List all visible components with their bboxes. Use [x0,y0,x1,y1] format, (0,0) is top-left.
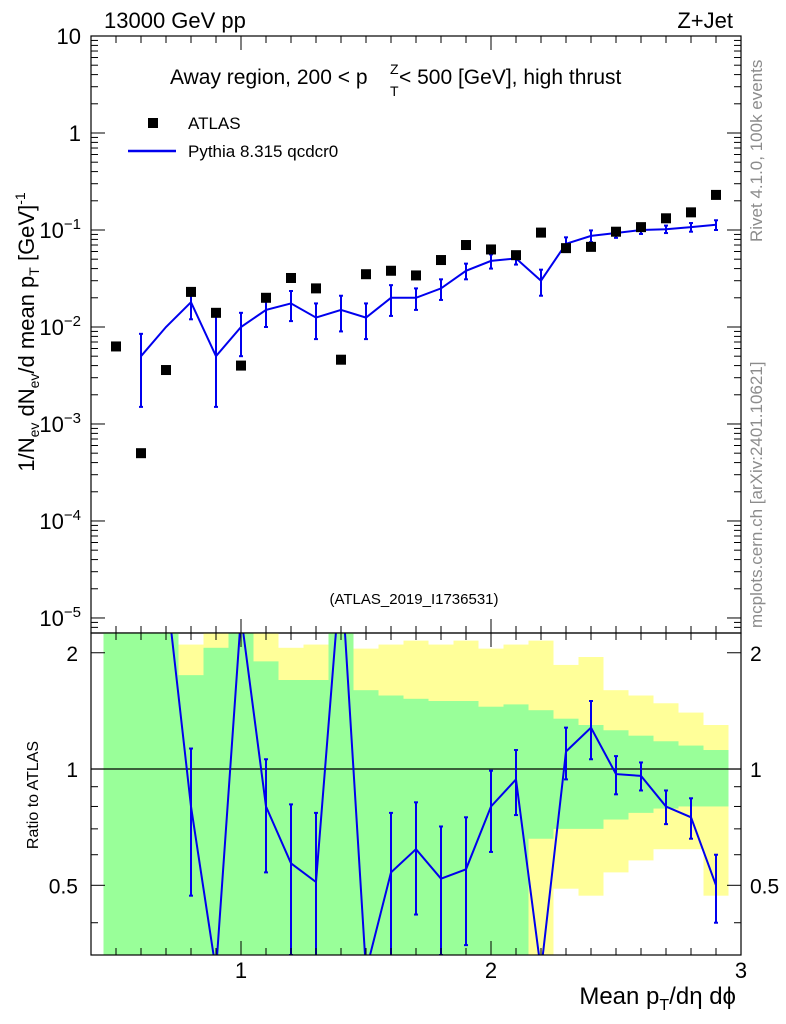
main-series-group [111,189,721,459]
atlas-point [511,250,521,261]
atlas-point [136,448,146,459]
side-label-mcplots: mcplots.cern.ch [arXiv:2401.10621] [747,362,766,628]
legend-label-atlas: ATLAS [188,114,241,133]
band-inner-bin [103,633,129,955]
ratio-ytick-label-left: 0.5 [49,875,78,898]
atlas-point [611,226,621,237]
atlas-point [461,240,471,251]
xtick-label: 2 [485,958,497,983]
band-inner-bin [153,633,179,955]
main-ytick-label-exp: −3 [64,410,81,427]
atlas-point [261,292,271,303]
main-ytick-label: 10−4 [39,507,81,534]
header-left: 13000 GeV pp [104,8,246,33]
title-part-1: Away region, 200 < p [170,66,368,89]
main-ytick-label-base: 10 [39,315,63,340]
atlas-point [411,270,421,281]
band-inner-bin [503,704,529,955]
ratio-ytick-label-right: 1 [750,759,762,782]
legend-label-pythia: Pythia 8.315 qcdcr0 [188,142,338,161]
xtick-label: 1 [235,958,247,983]
atlas-point [236,360,246,371]
atlas-point [636,222,646,233]
main-ytick-label-exp: −1 [64,216,81,233]
atlas-point [361,269,371,280]
main-ytick-label: 10−5 [39,604,81,631]
header-right: Z+Jet [677,8,733,33]
ratio-mc-line [170,633,717,955]
atlas-point [386,265,396,276]
main-ytick-label-base: 10 [39,509,63,534]
main-ytick-label-exp: −2 [64,313,81,330]
atlas-point [486,244,496,255]
xlabel: Mean pT/dη dϕ [579,983,736,1014]
main-ytick-label: 10−3 [39,410,81,437]
band-inner-bin [678,745,704,807]
atlas-point [586,241,596,252]
legend: ATLAS Pythia 8.315 qcdcr0 [128,114,338,161]
main-ytick-label: 1 [69,121,81,146]
main-ytick-label: 10−2 [39,313,81,340]
ratio-ytick-label-left: 1 [66,759,78,782]
atlas-point [711,189,721,200]
pythia-line [140,223,717,359]
band-inner-bin [128,633,154,955]
legend-marker-atlas [148,118,158,128]
atlas-point [311,283,321,294]
ratio-ytick-label-left: 2 [66,643,78,666]
analysis-id: (ATLAS_2019_I1736531) [329,591,498,608]
atlas-point [336,354,346,365]
title-part-2: < 500 [GeV], high thrust [399,66,622,89]
atlas-point [536,227,546,238]
atlas-point [161,365,171,376]
main-ylabel: 1/Nev dNev/d mean pT [GeV]-1 [12,192,42,472]
ratio-ytick-label-right: 2 [750,643,762,666]
xtick-label: 3 [735,958,747,983]
ratio-series-group [170,633,718,955]
atlas-point [661,213,671,224]
ratio-ylabel: Ratio to ATLAS [25,741,42,849]
main-ytick-label-base: 10 [39,606,63,631]
band-inner-bin [703,750,729,807]
atlas-point [211,307,221,318]
plot-title: Away region, 200 < p [170,66,368,89]
title-superscript: Z [390,61,399,77]
main-ytick-label: 10−1 [39,216,81,243]
atlas-point [286,272,296,283]
side-label-rivet: Rivet 4.1.0, 100k events [747,60,766,242]
band-inner-bin [328,633,354,955]
main-ytick-label-exp: −4 [64,507,81,524]
atlas-point [561,243,571,254]
atlas-point [436,255,446,266]
main-ytick-label-base: 10 [39,412,63,437]
ratio-plot: 0.5 0.5 1 1 2 2 1 2 3 [49,632,779,983]
atlas-point [186,286,196,297]
atlas-point [111,341,121,352]
main-ytick-label: 10 [57,24,81,49]
main-ytick-label-exp: −5 [64,604,81,621]
band-inner-bin [528,710,554,839]
band-inner-bin [203,647,229,955]
main-ytick-label-base: 10 [39,218,63,243]
atlas-point [686,207,696,218]
ratio-ytick-label-right: 0.5 [750,875,779,898]
title-subscript: T [390,83,399,99]
